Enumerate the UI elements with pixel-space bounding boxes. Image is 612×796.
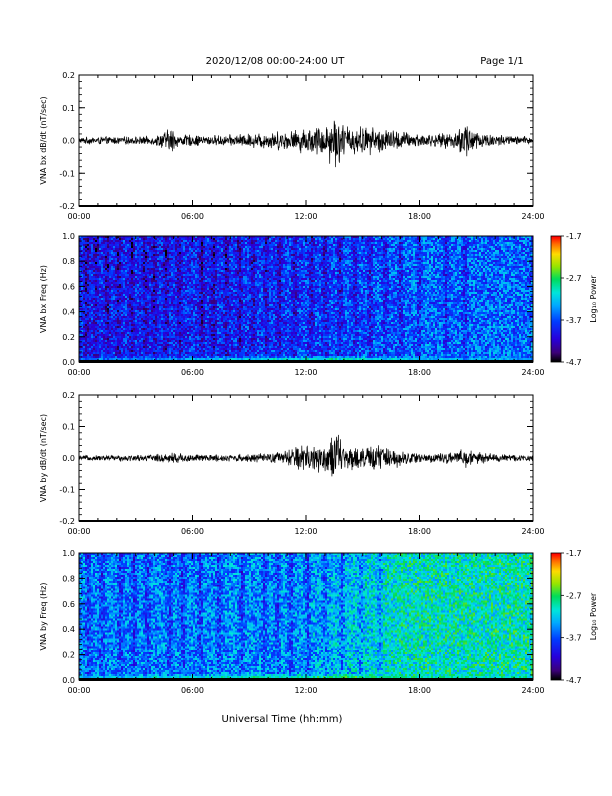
colorbar-tick-label: -4.7 — [566, 358, 582, 367]
y-axis-label: VNA by dB/dt (nT/sec) — [39, 414, 48, 502]
x-tick-label: 00:00 — [67, 527, 90, 536]
y-tick-label: -0.1 — [59, 169, 75, 178]
y-tick-label: 0.1 — [62, 423, 75, 432]
series-line — [78, 434, 534, 477]
page-indicator: Page 1/1 — [480, 56, 523, 67]
x-tick-label: 12:00 — [294, 527, 317, 536]
y-tick-label: 0.0 — [62, 137, 75, 146]
x-tick-label: 12:00 — [294, 212, 317, 221]
y-tick-label: 0.8 — [62, 257, 75, 266]
colorbar — [551, 236, 561, 362]
y-axis-label: VNA bx Freq (Hz) — [39, 265, 48, 333]
colorbar-frame — [550, 552, 562, 681]
x-tick-label: 24:00 — [521, 368, 544, 377]
x-tick-label: 24:00 — [521, 686, 544, 695]
y-tick-label: 0.4 — [62, 625, 75, 634]
y-tick-label: 0.2 — [62, 71, 75, 80]
colorbar-tick-label: -3.7 — [566, 634, 582, 643]
colorbar-tick-label: -1.7 — [566, 549, 582, 558]
y-tick-label: 0.2 — [62, 391, 75, 400]
panel-by-dbdt: 00:00 06:00 12:00 18:00 24:00 0.2 0.1 0.0 -0.1 -0… — [39, 391, 545, 536]
y-tick-label: 0.6 — [62, 282, 75, 291]
x-tick-label: 00:00 — [67, 368, 90, 377]
y-tick-label: 0.4 — [62, 308, 75, 317]
figure-title: 2020/12/08 00:00-24:00 UT — [206, 56, 346, 67]
x-tick-label: 18:00 — [408, 368, 431, 377]
x-axis-title: Universal Time (hh:mm) — [222, 714, 343, 725]
y-axis-label: VNA bx dB/dt (nT/sec) — [39, 96, 48, 184]
x-tick-label: 18:00 — [408, 686, 431, 695]
colorbar-tick-label: -4.7 — [566, 676, 582, 685]
x-tick-label: 24:00 — [521, 527, 544, 536]
colorbar-frame — [550, 235, 562, 363]
y-tick-label: 0.2 — [62, 333, 75, 342]
x-tick-label: 00:00 — [67, 212, 90, 221]
y-tick-label: 1.0 — [62, 232, 75, 241]
colorbar-tick-label: -3.7 — [566, 316, 582, 325]
colorbar-tick-label: -2.7 — [566, 591, 582, 600]
y-tick-label: 0.0 — [62, 454, 75, 463]
y-tick-label: -0.1 — [59, 486, 75, 495]
colorbar-label: Log₁₀ Power — [589, 275, 598, 323]
y-axis-label: VNA by Freq (Hz) — [39, 583, 48, 651]
x-tick-label: 24:00 — [521, 212, 544, 221]
y-tick-label: 0.2 — [62, 651, 75, 660]
x-tick-label: 18:00 — [408, 212, 431, 221]
colorbar-tick-label: -2.7 — [566, 274, 582, 283]
y-tick-label: 1.0 — [62, 549, 75, 558]
colorbar-tick-label: -1.7 — [566, 232, 582, 241]
colorbar — [551, 553, 561, 680]
y-tick-label: 0.6 — [62, 600, 75, 609]
x-tick-label: 00:00 — [67, 686, 90, 695]
spectrogram-image — [79, 553, 533, 680]
y-tick-label: 0.0 — [62, 358, 75, 367]
panel-by-spectrogram: 00:00 06:00 12:00 18:00 24:00 1.0 0.8 0.6 0.4 0.2… — [39, 549, 598, 695]
x-tick-label: 18:00 — [408, 527, 431, 536]
y-tick-label: 0.8 — [62, 574, 75, 583]
y-tick-label: -0.2 — [59, 202, 75, 211]
panel-bx-spectrogram: 00:00 06:00 12:00 18:00 24:00 1.0 0.8 0.6 0.4 0.2… — [39, 232, 598, 377]
spectrogram-image — [79, 236, 533, 362]
x-tick-label: 12:00 — [294, 686, 317, 695]
x-tick-label: 06:00 — [181, 527, 204, 536]
x-tick-label: 06:00 — [181, 212, 204, 221]
series-line — [78, 120, 534, 168]
colorbar-label: Log₁₀ Power — [589, 592, 598, 640]
panel-bx-dbdt: 00:00 06:00 12:00 18:00 24:00 0.2 0.1 0.0 -0.1 -0… — [39, 71, 545, 221]
x-tick-label: 12:00 — [294, 368, 317, 377]
x-tick-label: 06:00 — [181, 686, 204, 695]
x-tick-label: 06:00 — [181, 368, 204, 377]
y-tick-label: 0.1 — [62, 104, 75, 113]
y-tick-label: -0.2 — [59, 517, 75, 526]
y-tick-label: 0.0 — [62, 676, 75, 685]
